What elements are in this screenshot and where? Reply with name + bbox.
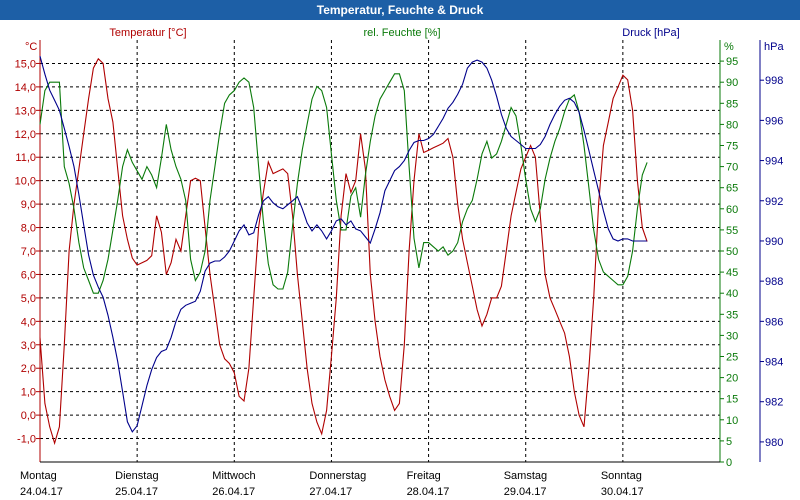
pressure-tick-label: 996 xyxy=(765,115,783,127)
humidity-tick-label: 70 xyxy=(726,162,738,174)
x-date-label: 30.04.17 xyxy=(601,486,644,498)
pressure-tick-label: 986 xyxy=(765,316,783,328)
temperature-tick-label: 7,0 xyxy=(21,246,36,258)
humidity-unit-label: % xyxy=(724,41,734,53)
humidity-tick-label: 65 xyxy=(726,183,738,195)
x-day-label: Freitag xyxy=(407,470,441,482)
series-title: rel. Feuchte [%] xyxy=(363,27,440,39)
temperature-tick-label: 8,0 xyxy=(21,223,36,235)
humidity-tick-label: 90 xyxy=(726,77,738,89)
x-date-label: 27.04.17 xyxy=(309,486,352,498)
temperature-tick-label: 6,0 xyxy=(21,269,36,281)
temperature-tick-label: 15,0 xyxy=(15,58,36,70)
pressure-tick-label: 998 xyxy=(765,75,783,87)
pressure-tick-label: 982 xyxy=(765,397,783,409)
pressure-tick-label: 994 xyxy=(765,156,783,168)
pressure-unit-label: hPa xyxy=(764,41,784,53)
temperature-tick-label: 11,0 xyxy=(15,152,36,164)
x-day-label: Donnerstag xyxy=(309,470,366,482)
pressure-tick-label: 984 xyxy=(765,357,783,369)
x-date-label: 29.04.17 xyxy=(504,486,547,498)
humidity-tick-label: 0 xyxy=(726,457,732,469)
humidity-tick-label: 95 xyxy=(726,56,738,68)
temperature-unit-label: °C xyxy=(25,41,37,53)
x-date-label: 24.04.17 xyxy=(20,486,63,498)
temperature-tick-label: 4,0 xyxy=(21,316,36,328)
temperature-tick-label: 14,0 xyxy=(15,82,36,94)
axis-labels: -1,0 0,0 1,0 2,0 3,0 4,0 5,0 6,0 7,0 8,0 9,0 10,0 11… xyxy=(15,27,785,498)
humidity-tick-label: 35 xyxy=(726,309,738,321)
temperature-tick-label: 2,0 xyxy=(21,363,36,375)
pressure-series-line xyxy=(39,55,648,433)
temperature-tick-label: -1,0 xyxy=(17,434,36,446)
humidity-tick-label: 20 xyxy=(726,373,738,385)
humidity-tick-label: 75 xyxy=(726,141,738,153)
temperature-tick-label: 9,0 xyxy=(21,199,36,211)
humidity-tick-label: 25 xyxy=(726,352,738,364)
humidity-tick-label: 10 xyxy=(726,415,738,427)
temperature-tick-label: 12,0 xyxy=(15,129,36,141)
x-day-label: Dienstag xyxy=(115,470,158,482)
pressure-tick-label: 990 xyxy=(765,236,783,248)
x-day-label: Sonntag xyxy=(601,470,642,482)
x-date-label: 26.04.17 xyxy=(212,486,255,498)
humidity-tick-label: 15 xyxy=(726,394,738,406)
series-title: Temperatur [°C] xyxy=(109,27,186,39)
humidity-tick-label: 85 xyxy=(726,98,738,110)
x-day-label: Mittwoch xyxy=(212,470,255,482)
temperature-tick-label: 5,0 xyxy=(21,293,36,305)
data-series xyxy=(39,55,648,446)
x-date-label: 25.04.17 xyxy=(115,486,158,498)
temperature-series-line xyxy=(39,57,648,446)
humidity-series-line xyxy=(39,73,648,294)
temperature-tick-label: 10,0 xyxy=(15,176,36,188)
humidity-tick-label: 80 xyxy=(726,119,738,131)
window-title: Temperatur, Feuchte & Druck xyxy=(0,0,800,20)
axes xyxy=(36,40,764,463)
x-day-label: Montag xyxy=(20,470,57,482)
humidity-tick-label: 60 xyxy=(726,204,738,216)
humidity-tick-label: 30 xyxy=(726,330,738,342)
temperature-tick-label: 0,0 xyxy=(21,410,36,422)
pressure-tick-label: 980 xyxy=(765,437,783,449)
humidity-tick-label: 55 xyxy=(726,225,738,237)
temperature-tick-label: 1,0 xyxy=(21,387,36,399)
x-date-label: 28.04.17 xyxy=(407,486,450,498)
humidity-tick-label: 5 xyxy=(726,436,732,448)
pressure-tick-label: 992 xyxy=(765,196,783,208)
x-day-label: Samstag xyxy=(504,470,547,482)
humidity-tick-label: 50 xyxy=(726,246,738,258)
humidity-tick-label: 40 xyxy=(726,288,738,300)
humidity-tick-label: 45 xyxy=(726,267,738,279)
temperature-tick-label: 3,0 xyxy=(21,340,36,352)
series-title: Druck [hPa] xyxy=(622,27,679,39)
pressure-tick-label: 988 xyxy=(765,276,783,288)
temperature-tick-label: 13,0 xyxy=(15,105,36,117)
